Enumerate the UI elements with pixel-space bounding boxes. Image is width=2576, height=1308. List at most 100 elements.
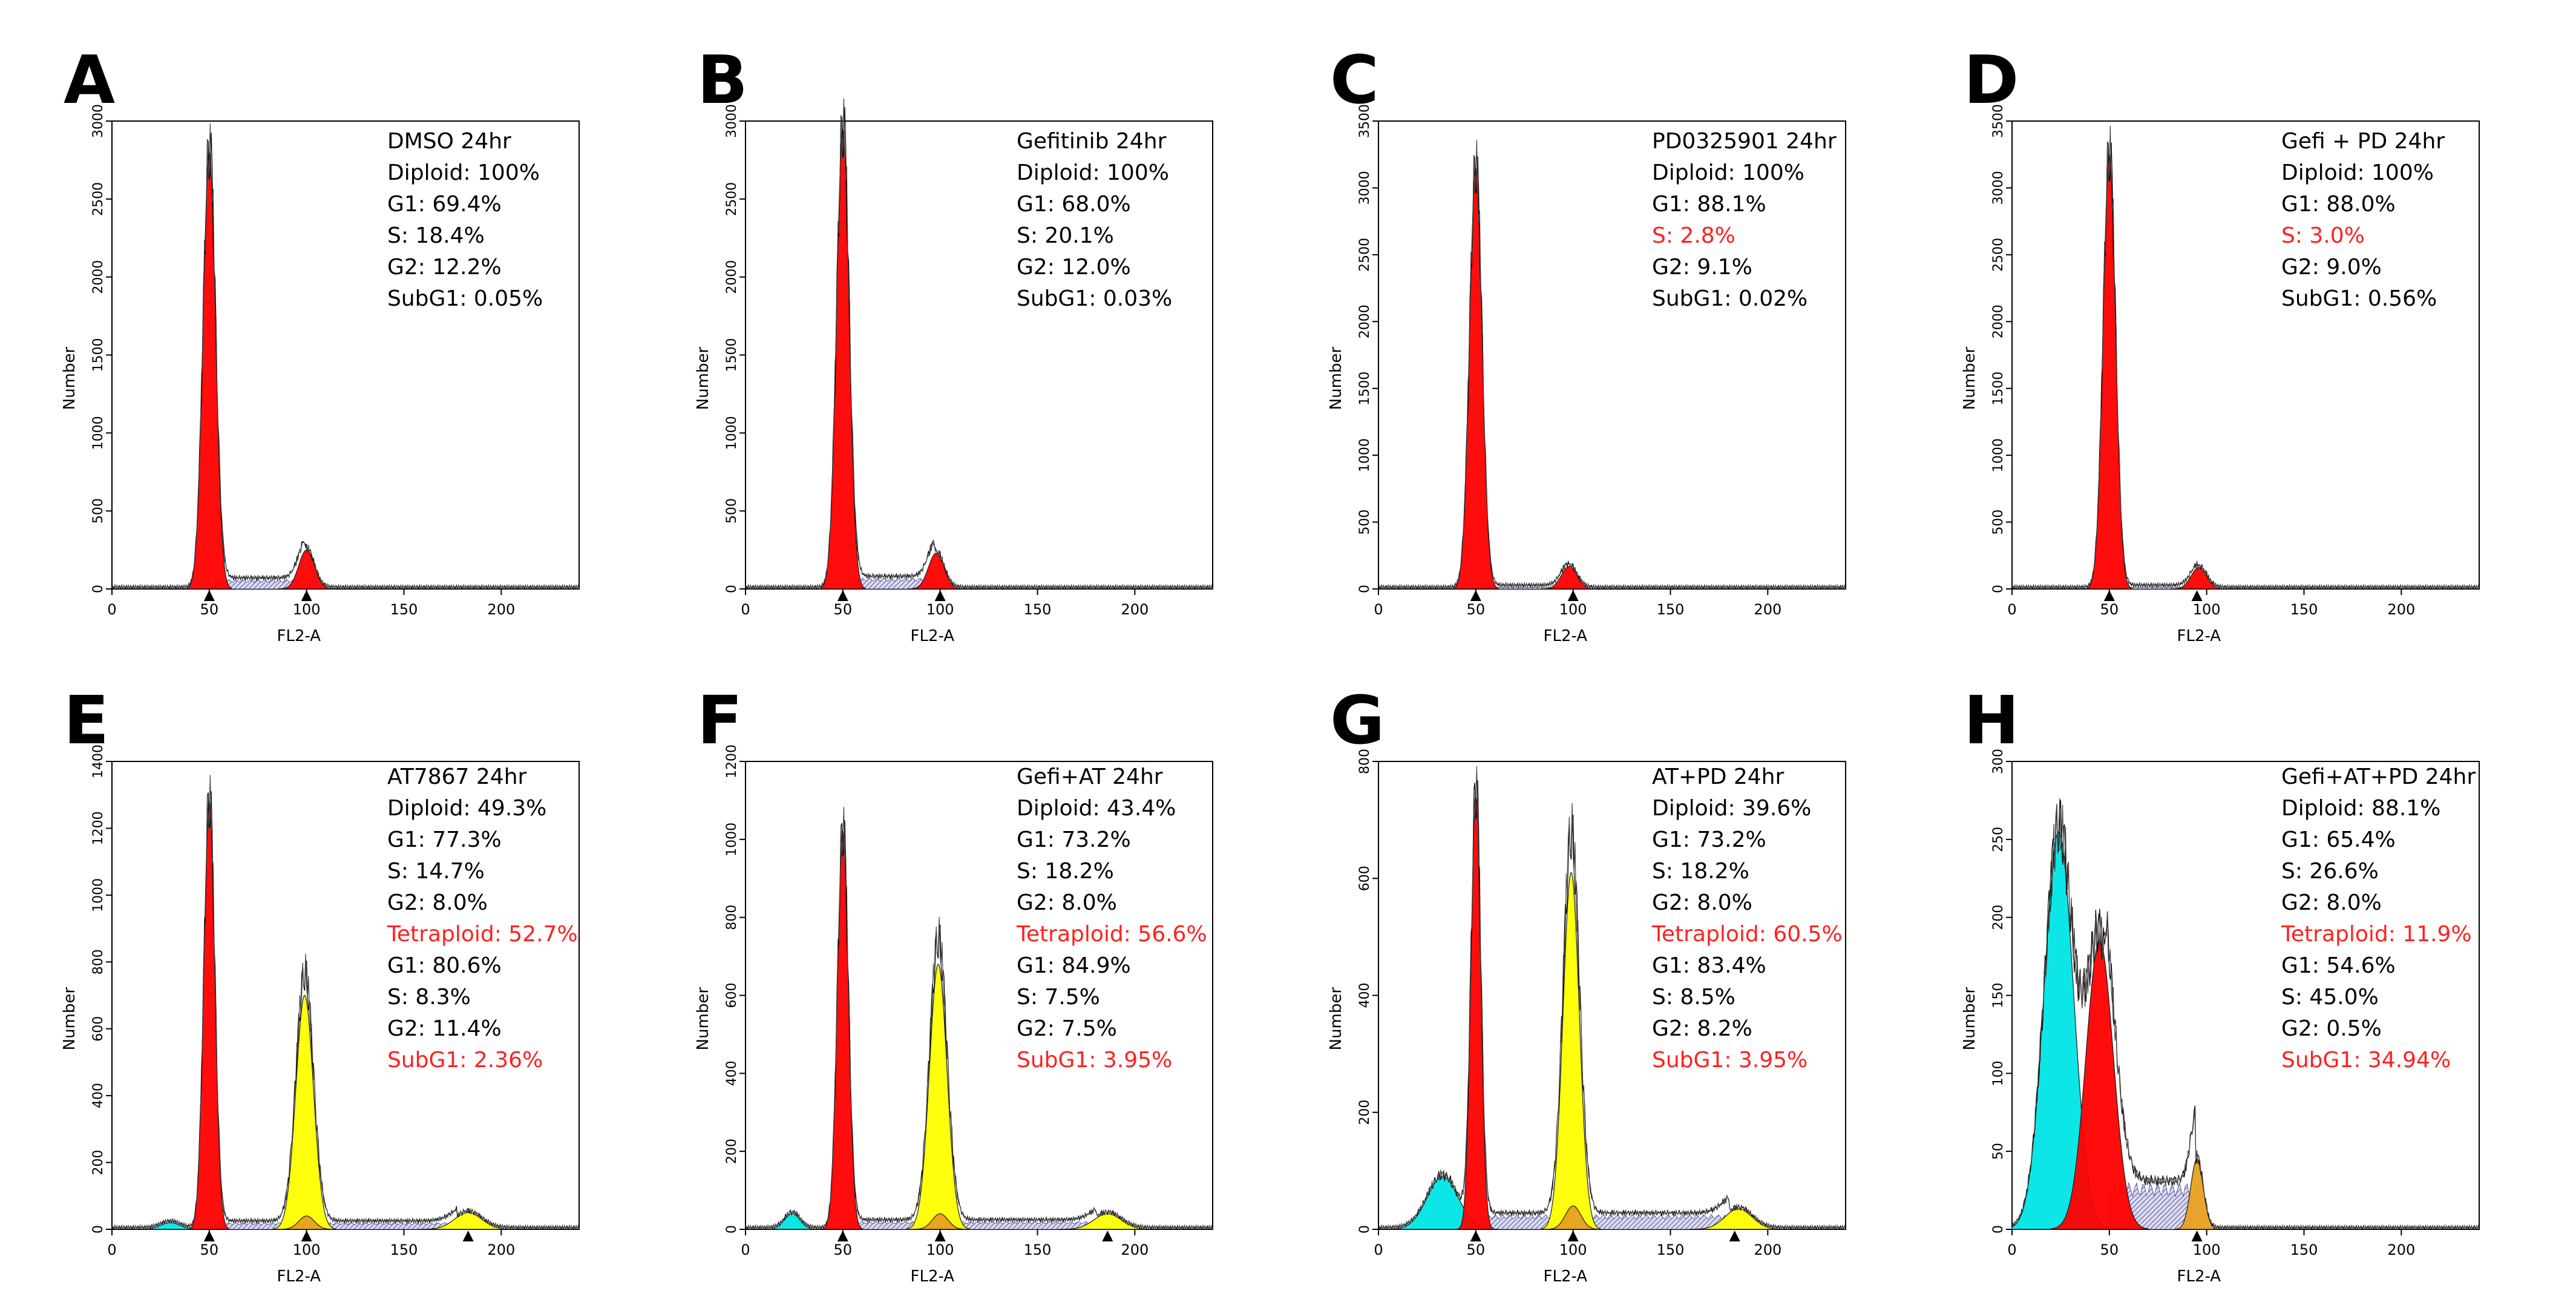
y-tick-label: 0	[724, 1225, 739, 1234]
annotation-line: Gefi + PD 24hr	[2281, 129, 2445, 154]
x-tick-label: 50	[200, 1241, 219, 1258]
plot-area	[1378, 140, 1846, 589]
peak-g2-diploid	[2170, 567, 2227, 589]
y-tick-label: 800	[91, 949, 106, 974]
y-tick-label: 1000	[91, 878, 106, 912]
y-tick-label: 50	[1991, 1143, 2006, 1160]
panel-c: C 0 500 1000 1500 2000 2500 3000 3500 0 50 100 150 20…	[1327, 41, 1846, 645]
panel-d: D 0 500 1000 1500 2000 2500 3000 3500 0 50 100 150 20…	[1961, 41, 2480, 645]
x-tick-label: 0	[107, 1241, 116, 1258]
annotation-line: Diploid: 100%	[2281, 160, 2434, 185]
panel-a: A 0 500 1000 1500 2000 2500 3000 0 50 100 150 200 FL2…	[61, 41, 580, 645]
y-tick-label: 1200	[91, 811, 106, 845]
x-tick-label: 200	[1121, 1241, 1149, 1258]
x-tick-label: 50	[1467, 1241, 1486, 1258]
y-tick-label: 200	[91, 1150, 106, 1175]
peak-g1-diploid	[189, 801, 229, 1229]
y-tick-label: 2500	[724, 182, 739, 216]
y-tick-label: 1500	[724, 338, 739, 372]
x-axis-label: FL2-A	[911, 1267, 955, 1286]
annotation-line: S: 8.3%	[387, 985, 471, 1010]
x-tick-label: 0	[1374, 601, 1383, 618]
annotation-line: Diploid: 100%	[1017, 160, 1169, 185]
peak-marker	[1102, 1231, 1113, 1241]
histogram-outline	[2012, 125, 2479, 589]
annotation-line: G1: 65.4%	[2281, 827, 2396, 852]
y-tick-label: 2000	[1991, 304, 2006, 338]
y-tick-label: 2500	[1357, 238, 1372, 272]
y-tick-label: 400	[91, 1083, 106, 1108]
s-phase-band	[1481, 1214, 1726, 1229]
peak-g1-diploid	[822, 830, 863, 1229]
annotation-line: SubG1: 0.02%	[1652, 286, 1807, 311]
s-phase-band	[214, 1222, 453, 1229]
annotation-line: SubG1: 0.05%	[387, 286, 543, 311]
annotation-line: S: 2.8%	[1652, 223, 1735, 248]
x-tick-label: 100	[2193, 601, 2221, 618]
y-tick-label: 3000	[1357, 171, 1372, 205]
histogram-outline	[1378, 154, 1846, 589]
y-axis-label: Number	[1327, 347, 1345, 410]
peak-marker	[837, 1231, 848, 1241]
x-tick-label: 200	[487, 1241, 515, 1258]
peak-g2-diploid	[908, 553, 965, 589]
x-tick-label: 200	[2387, 1241, 2415, 1258]
y-tick-label: 100	[1991, 1060, 2006, 1086]
y-tick-label: 0	[91, 1225, 106, 1234]
x-tick-label: 0	[107, 601, 116, 618]
x-tick-label: 100	[1559, 601, 1587, 618]
y-tick-label: 500	[91, 498, 106, 524]
y-tick-label: 0	[1991, 1225, 2006, 1234]
plot-area	[2012, 125, 2479, 589]
y-tick-label: 3000	[1991, 171, 2006, 205]
histogram-outline	[746, 98, 1213, 589]
peak-marker	[837, 590, 848, 601]
annotation-line: S: 3.0%	[2281, 223, 2365, 248]
x-axis-label: FL2-A	[277, 627, 321, 645]
annotation-line: G2: 9.1%	[1652, 255, 1752, 280]
x-tick-label: 0	[741, 1241, 750, 1258]
annotation-line: G1: 83.4%	[1652, 953, 1766, 978]
y-tick-label: 0	[1357, 585, 1372, 593]
annotation-line: S: 18.4%	[387, 223, 485, 248]
x-tick-label: 200	[2387, 601, 2415, 618]
x-tick-label: 50	[1467, 601, 1486, 618]
y-tick-label: 3000	[724, 104, 739, 138]
y-tick-label: 3500	[1357, 104, 1372, 138]
y-tick-label: 300	[1991, 749, 2006, 774]
x-tick-label: 100	[926, 601, 954, 618]
y-tick-label: 500	[724, 498, 739, 524]
panel-letter: C	[1330, 41, 1379, 119]
peak-marker	[462, 1231, 474, 1241]
panel-letter: E	[64, 682, 109, 759]
annotation-line: Gefi+AT+PD 24hr	[2281, 764, 2476, 789]
panel-letter: F	[697, 682, 742, 759]
peak-g2-tetraploid	[1689, 1208, 1788, 1229]
annotation-line: Diploid: 100%	[387, 160, 540, 185]
peak-g2-diploid	[1544, 1205, 1602, 1229]
peak-marker	[1470, 1231, 1481, 1241]
annotation-line: G2: 11.4%	[387, 1016, 502, 1041]
y-tick-label: 2000	[1357, 304, 1372, 338]
x-tick-label: 50	[834, 1241, 853, 1258]
x-tick-label: 0	[2007, 601, 2016, 618]
y-tick-label: 0	[724, 585, 739, 593]
annotation-line: Diploid: 49.3%	[387, 796, 546, 821]
annotation-line: Tetraploid: 52.7%	[387, 922, 578, 947]
annotation-line: G2: 8.0%	[387, 890, 488, 915]
y-tick-label: 600	[724, 983, 739, 1008]
panel-h: H 0 50 100 150 200 250 300 0 50 100 150 200 FL2-A Numb…	[1961, 682, 2480, 1286]
annotation-line: G1: 73.2%	[1017, 827, 1131, 852]
peak-marker	[203, 1231, 215, 1241]
peak-marker	[203, 590, 215, 601]
panel-letter: G	[1330, 682, 1385, 759]
plot-area	[112, 775, 579, 1229]
annotation-line: S: 7.5%	[1017, 985, 1100, 1010]
annotation-line: G1: 68.0%	[1017, 192, 1131, 217]
panel-letter: B	[697, 41, 748, 119]
annotation-line: S: 45.0%	[2281, 985, 2379, 1010]
peak-marker	[2191, 1231, 2203, 1241]
x-tick-label: 200	[1121, 601, 1149, 618]
x-tick-label: 100	[293, 601, 321, 618]
annotation-line: G2: 8.2%	[1652, 1016, 1752, 1041]
